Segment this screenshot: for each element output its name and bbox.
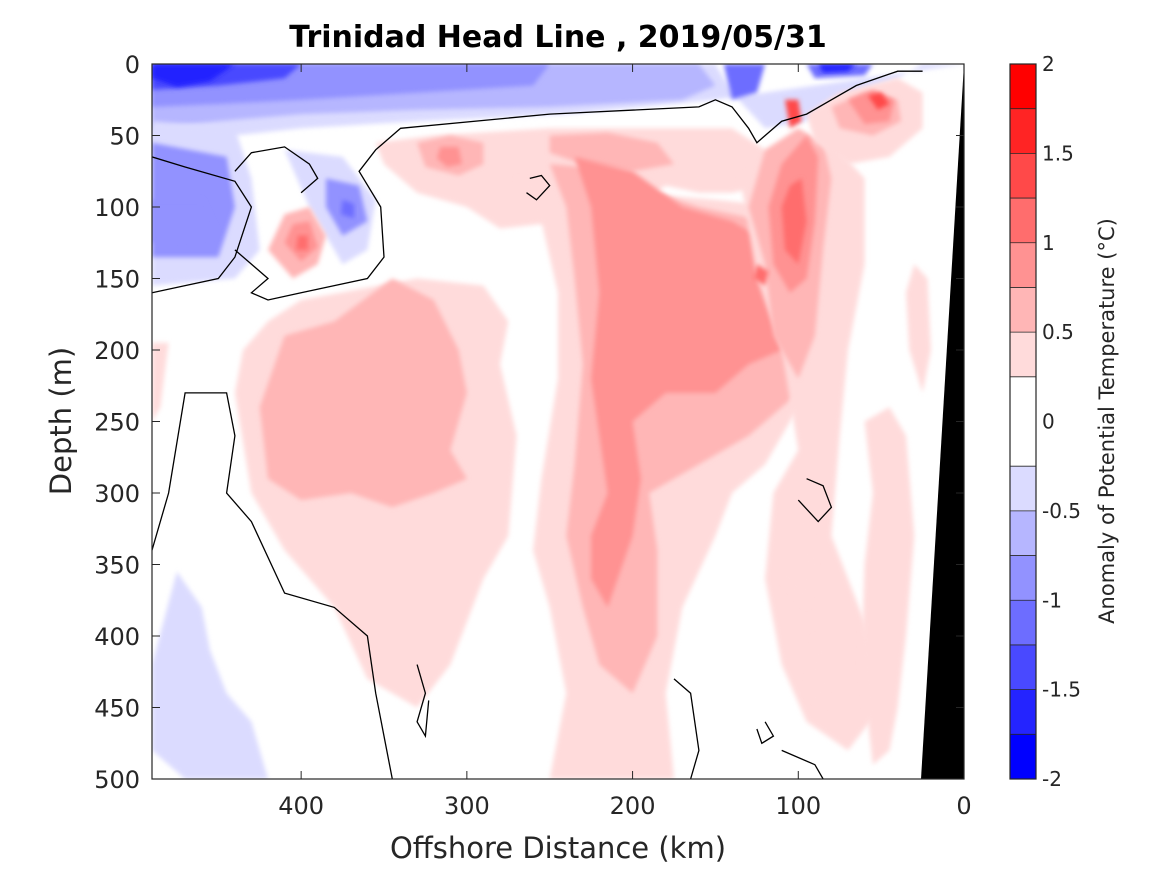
y-tick-label-450: 450 bbox=[94, 695, 140, 723]
zero-contour-line-9 bbox=[797, 478, 833, 523]
contour-region-cold-13 bbox=[340, 199, 355, 219]
x-tick-label-400: 400 bbox=[278, 792, 324, 820]
x-tick-label-100: 100 bbox=[775, 792, 821, 820]
colorbar: 2 1.5 1 0.5 0 -0.5 -1 -1.5 -2 bbox=[1009, 52, 1081, 791]
contour-region-warm-31 bbox=[785, 99, 802, 129]
y-tick-labels: 0 50 100 150 200 250 300 350 400 450 500 bbox=[94, 51, 964, 794]
colorbar-swatch-12 bbox=[1010, 153, 1036, 199]
y-tick-label-300: 300 bbox=[94, 480, 140, 508]
contour-region-cold-10 bbox=[152, 199, 219, 243]
zero-contour-line-3 bbox=[152, 392, 393, 779]
zero-contour-line-4 bbox=[526, 174, 551, 201]
colorbar-swatch-7 bbox=[1010, 376, 1036, 467]
contour-region-warm-41 bbox=[806, 636, 832, 708]
contour-region-warm-36 bbox=[867, 92, 890, 110]
colorbar-tick-label-1_5: 1.5 bbox=[1042, 141, 1074, 165]
colorbar-swatch-5 bbox=[1010, 510, 1036, 556]
contour-region-warm-39 bbox=[781, 507, 815, 608]
colorbar-tick-label-1: 1 bbox=[1042, 231, 1055, 255]
colorbar-swatch-6 bbox=[1010, 466, 1036, 511]
contour-region-cold-5 bbox=[723, 64, 766, 100]
zero-contour-line-8 bbox=[781, 749, 824, 779]
y-tick-label-500: 500 bbox=[94, 766, 140, 794]
y-tick-label-0: 0 bbox=[125, 51, 140, 79]
contour-region-warm-16 bbox=[259, 278, 467, 508]
colorbar-swatch-14 bbox=[1010, 64, 1036, 109]
x-tick-label-300: 300 bbox=[444, 792, 490, 820]
contour-region-warm-22 bbox=[437, 146, 462, 167]
contour-fill-layer bbox=[152, 64, 964, 779]
zero-contour-line-2 bbox=[234, 146, 319, 194]
colorbar-tick-label-m0_5: -0.5 bbox=[1042, 499, 1081, 523]
colorbar-tick-label-m1_5: -1.5 bbox=[1042, 678, 1081, 702]
chart-title: Trinidad Head Line , 2019/05/31 bbox=[289, 20, 826, 55]
colorbar-tick-label-0: 0 bbox=[1042, 410, 1055, 434]
colorbar-frame bbox=[1009, 63, 1037, 780]
contour-region-cold-14 bbox=[152, 571, 268, 779]
contour-region-warm-37 bbox=[861, 407, 915, 765]
zero-contour-line-0 bbox=[152, 156, 253, 294]
y-tick-label-150: 150 bbox=[94, 266, 140, 294]
colorbar-swatch-1 bbox=[1010, 689, 1036, 735]
zero-contour-line-6 bbox=[673, 678, 700, 779]
x-tick-labels: 400 300 200 100 0 bbox=[278, 64, 972, 820]
colorbar-tick-label-0_5: 0.5 bbox=[1042, 320, 1074, 344]
contour-region-warm-30 bbox=[781, 178, 807, 265]
x-tick-label-200: 200 bbox=[610, 792, 656, 820]
contour-region-warm-26 bbox=[574, 156, 799, 608]
colorbar-tick-label-2: 2 bbox=[1042, 52, 1055, 76]
zero-contour-line-5 bbox=[416, 664, 430, 739]
zero-contour-line-7 bbox=[756, 721, 775, 745]
zero-contour-layer bbox=[152, 70, 923, 779]
bathymetry-mask bbox=[921, 64, 964, 779]
contour-region-warm-40 bbox=[152, 342, 169, 422]
colorbar-swatch-11 bbox=[1010, 198, 1036, 243]
colorbar-tick-label-m2: -2 bbox=[1042, 767, 1062, 791]
contour-region-warm-38 bbox=[906, 264, 931, 393]
x-axis-label: Offshore Distance (km) bbox=[390, 831, 726, 865]
y-tick-label-50: 50 bbox=[109, 123, 140, 151]
y-tick-label-250: 250 bbox=[94, 409, 140, 437]
y-tick-label-400: 400 bbox=[94, 623, 140, 651]
y-axis-label: Depth (m) bbox=[44, 347, 78, 495]
x-tick-label-0: 0 bbox=[956, 792, 971, 820]
contour-region-warm-32 bbox=[753, 264, 769, 286]
y-tick-label-100: 100 bbox=[94, 194, 140, 222]
colorbar-swatch-4 bbox=[1010, 555, 1036, 601]
y-tick-label-200: 200 bbox=[94, 337, 140, 365]
colorbar-swatch-10 bbox=[1010, 242, 1036, 288]
colorbar-swatch-8 bbox=[1010, 332, 1036, 377]
colorbar-swatch-0 bbox=[1010, 734, 1036, 779]
colorbar-tick-label-m1: -1 bbox=[1042, 588, 1062, 612]
colorbar-swatch-9 bbox=[1010, 287, 1036, 333]
zero-contour-line-1 bbox=[234, 70, 923, 301]
contour-region-cold-7 bbox=[818, 64, 857, 73]
contour-region-warm-19 bbox=[296, 235, 308, 250]
colorbar-swatch-3 bbox=[1010, 600, 1036, 645]
colorbar-label: Anomaly of Potential Temperature (°C) bbox=[1095, 218, 1119, 624]
y-tick-label-350: 350 bbox=[94, 552, 140, 580]
contour-region-cold-4 bbox=[152, 64, 235, 87]
colorbar-swatch-13 bbox=[1010, 108, 1036, 154]
colorbar-swatch-2 bbox=[1010, 644, 1036, 690]
